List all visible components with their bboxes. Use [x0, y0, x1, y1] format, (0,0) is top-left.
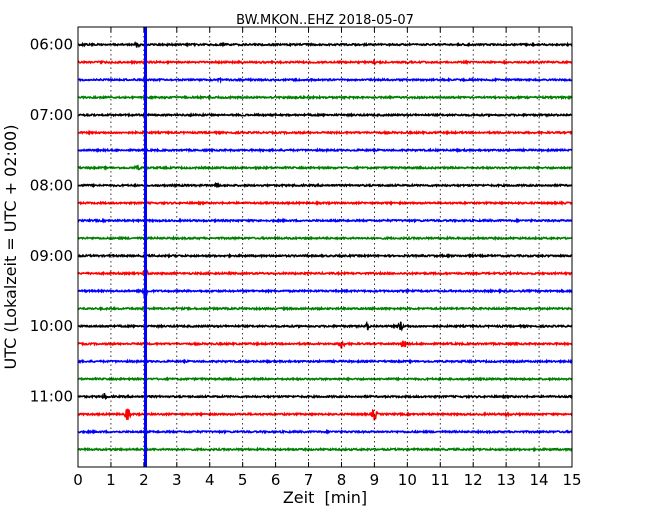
x-tick-label: 7	[304, 471, 314, 489]
trace-0945	[77, 305, 573, 312]
y-tick-label: 07:00	[30, 106, 73, 124]
x-tick-label: 3	[172, 471, 182, 489]
trace-0900	[77, 252, 573, 259]
x-tick-label: 11	[431, 471, 450, 489]
x-tick-label: 2	[139, 471, 149, 489]
x-tick-label: 14	[530, 471, 549, 489]
chart-title: BW.MKON..EHZ 2018-05-07	[236, 13, 414, 28]
x-tick-label: 13	[497, 471, 516, 489]
trace-group	[77, 41, 573, 453]
x-tick-label: 8	[337, 471, 347, 489]
trace-0845	[77, 235, 573, 241]
trace-1015	[77, 340, 573, 349]
trace-0630	[77, 76, 573, 84]
y-tick-label: 09:00	[30, 247, 73, 265]
x-tick-label: 15	[562, 471, 581, 489]
x-axis-ticks: 0 1 2 3 4 5 6 7 8 9 10 11 12 13 14 15	[73, 27, 582, 489]
x-tick-label: 0	[73, 471, 83, 489]
trace-0915	[77, 268, 573, 278]
x-tick-label: 12	[464, 471, 483, 489]
trace-0815	[77, 200, 573, 206]
x-tick-label: 6	[271, 471, 281, 489]
y-tick-label: 08:00	[30, 176, 73, 194]
y-axis-label: UTC (Lokalzeit = UTC + 02:00)	[1, 125, 20, 370]
trace-0800	[77, 181, 573, 189]
plot-frame	[77, 26, 573, 468]
trace-1000	[77, 320, 573, 332]
trace-0745	[77, 164, 573, 171]
trace-0830	[77, 217, 573, 224]
trace-0715	[77, 129, 573, 136]
x-tick-label: 1	[106, 471, 116, 489]
x-axis-label: Zeit [min]	[283, 488, 367, 507]
y-tick-label: 06:00	[30, 36, 73, 54]
x-tick-label: 4	[205, 471, 215, 489]
trace-0930	[77, 286, 573, 298]
x-tick-label: 10	[398, 471, 417, 489]
trace-0615	[77, 59, 572, 67]
grid-lines	[110, 27, 540, 467]
y-axis-ticks: 06:00 07:00 08:00 09:00 10:00 11:00	[30, 36, 572, 406]
trace-1100	[77, 393, 573, 401]
x-tick-label: 5	[238, 471, 248, 489]
trace-0600	[77, 41, 573, 48]
trace-0700	[77, 111, 573, 118]
trace-0645	[77, 94, 573, 101]
x-tick-label: 9	[370, 471, 380, 489]
y-tick-label: 11:00	[30, 388, 73, 406]
trace-1130	[77, 428, 573, 435]
trace-1045	[77, 376, 573, 382]
trace-1145	[77, 446, 573, 453]
trace-1030	[77, 358, 573, 365]
trace-1115	[77, 408, 573, 421]
y-tick-label: 10:00	[30, 317, 73, 335]
trace-0730	[77, 147, 573, 154]
